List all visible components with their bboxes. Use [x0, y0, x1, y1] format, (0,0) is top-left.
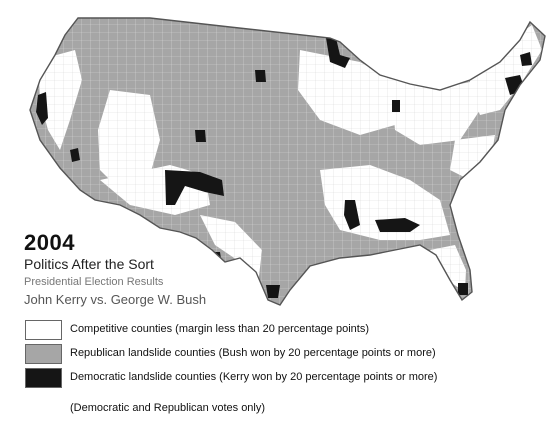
democratic-cluster-colorado: [195, 130, 206, 142]
democratic-cluster-south-texas: [266, 285, 280, 298]
title-block: 2004 Politics After the Sort Presidentia…: [24, 231, 206, 308]
democratic-cluster-bay-area: [36, 92, 48, 125]
democratic-cluster-chicago: [392, 100, 400, 112]
legend-label-competitive: Competitive counties (margin less than 2…: [70, 323, 369, 335]
map-subtitle: Politics After the Sort: [24, 256, 154, 272]
map-year: 2004: [24, 230, 75, 255]
democratic-cluster-new-mexico: [165, 170, 224, 205]
democratic-cluster-minnesota: [326, 38, 350, 68]
legend-swatch-republican: [25, 344, 62, 364]
legend-label-republican: Republican landslide counties (Bush won …: [70, 347, 436, 359]
democratic-cluster-los-angeles: [70, 148, 80, 162]
footnote: (Democratic and Republican votes only): [70, 402, 266, 414]
map-caption: Presidential Election Results: [24, 276, 164, 288]
democratic-cluster-black-belt: [375, 218, 420, 232]
legend-label-democratic: Democratic landslide counties (Kerry won…: [70, 371, 438, 383]
legend-swatch-competitive: [25, 320, 62, 340]
democratic-cluster-south-dakota: [255, 70, 266, 82]
democratic-cluster-south-florida: [458, 283, 468, 295]
map-matchup: John Kerry vs. George W. Bush: [24, 292, 207, 307]
democratic-cluster-mississippi-delta: [344, 200, 360, 230]
democratic-cluster-boston: [520, 52, 532, 66]
legend-swatch-democratic: [25, 368, 62, 388]
